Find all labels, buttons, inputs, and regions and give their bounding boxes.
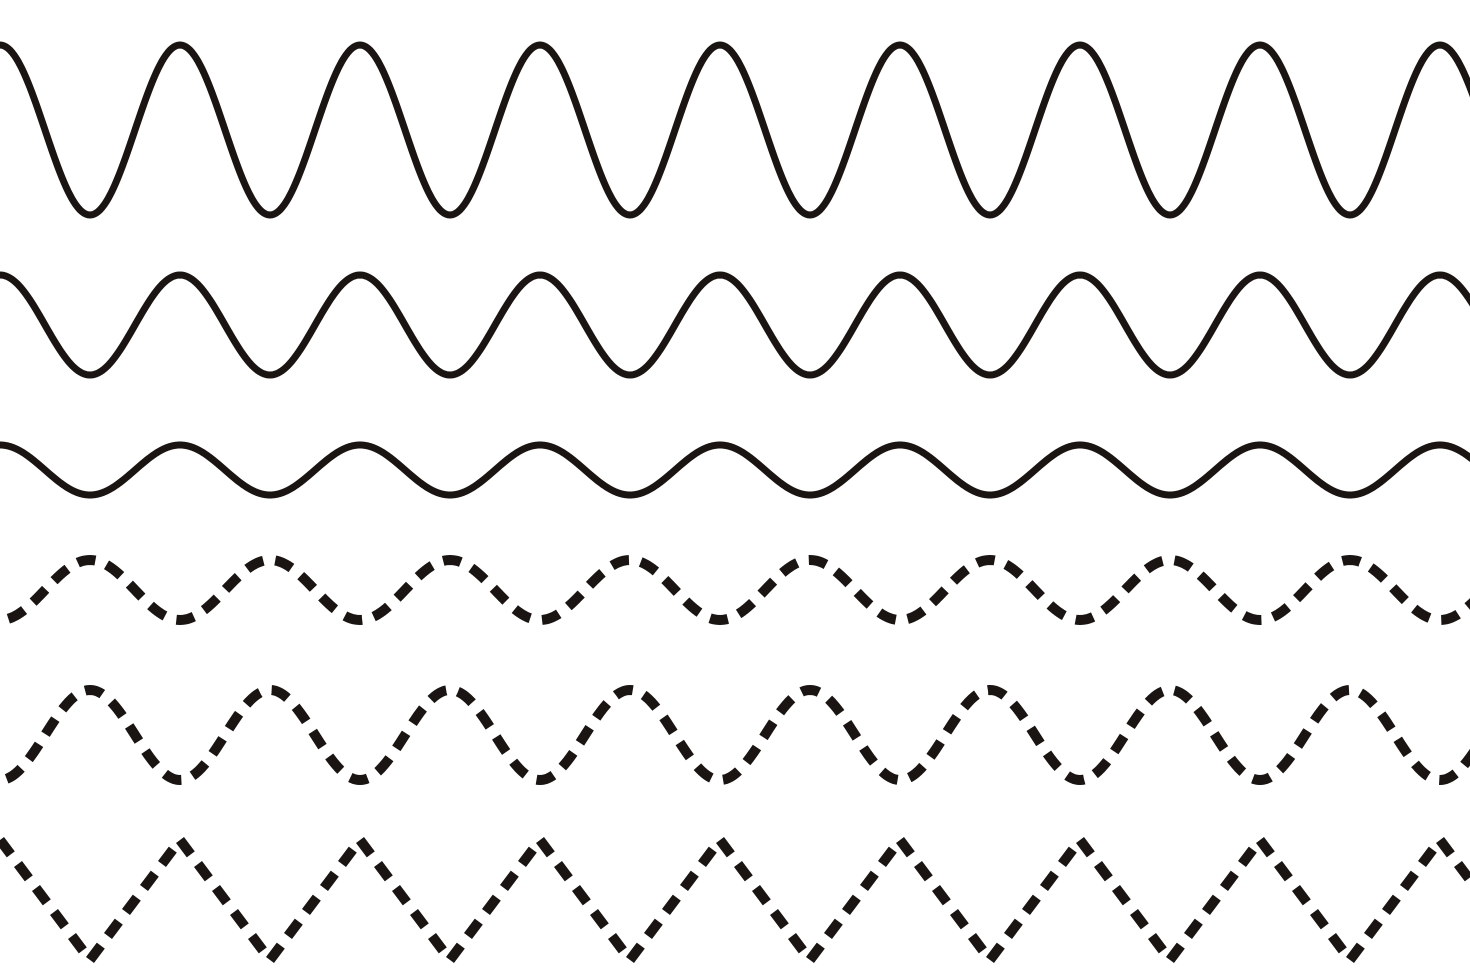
wave-3-shallow-solid	[0, 445, 1470, 495]
wave-6-zigzag-dashed	[0, 840, 1470, 960]
wave-4-shallow-dashed	[0, 560, 1470, 620]
wave-1-tall-solid	[0, 45, 1470, 215]
wave-patterns-canvas	[0, 0, 1470, 980]
wave-2-medium-solid	[0, 275, 1470, 375]
wave-svg	[0, 0, 1470, 980]
wave-5-medium-dashed	[0, 690, 1470, 780]
